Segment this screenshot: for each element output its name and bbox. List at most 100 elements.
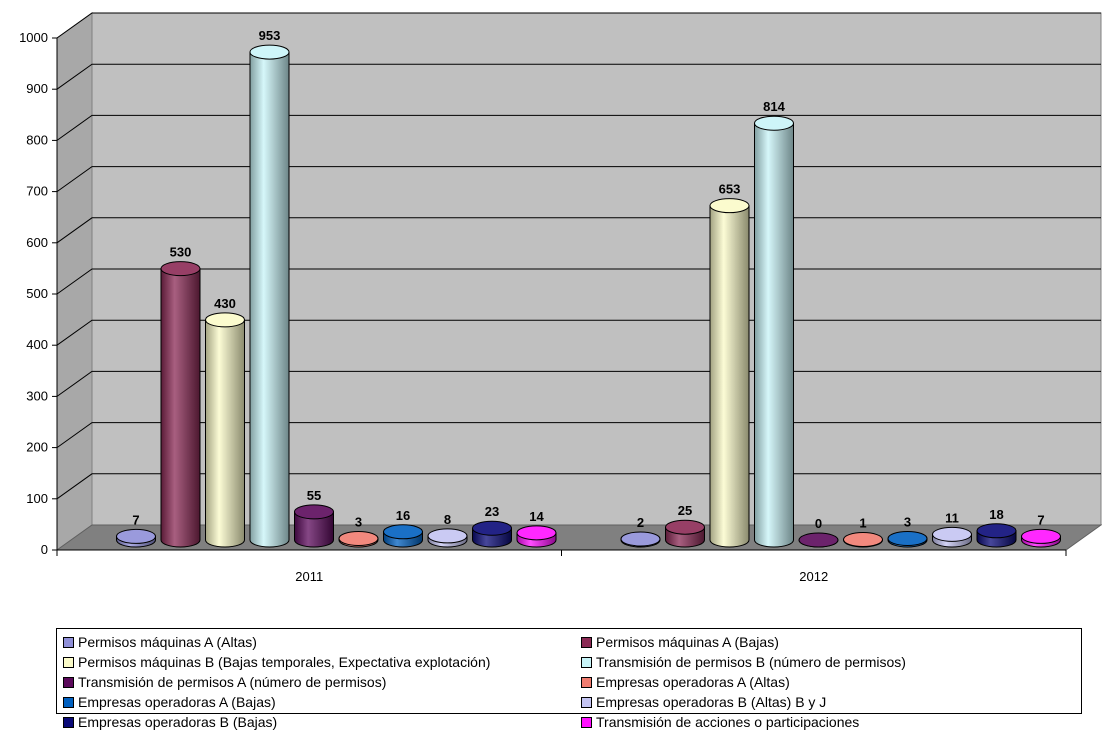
bar-top — [516, 525, 557, 541]
data-label: 23 — [485, 504, 499, 519]
bar-top — [665, 519, 705, 535]
y-tick-label: 900 — [26, 81, 48, 96]
bar-top — [932, 526, 972, 542]
bar-top — [294, 504, 334, 520]
bar-top — [1021, 528, 1061, 544]
bar — [754, 115, 794, 548]
legend-swatch — [63, 676, 74, 688]
y-tick-label: 300 — [26, 388, 48, 403]
y-tick-label: 1000 — [19, 30, 48, 45]
bar-top — [472, 520, 512, 536]
bar-top — [427, 528, 468, 544]
gridline — [56, 114, 1101, 141]
bar — [116, 528, 156, 548]
data-label: 7 — [1037, 512, 1044, 527]
x-category-label: 2012 — [799, 569, 828, 584]
bar — [976, 523, 1017, 548]
bar — [338, 530, 379, 548]
data-label: 0 — [815, 516, 822, 531]
legend-swatch — [63, 656, 74, 668]
legend-swatch — [581, 716, 592, 728]
bar — [383, 524, 423, 548]
data-label: 814 — [763, 99, 785, 114]
legend-swatch — [63, 636, 74, 648]
data-label: 653 — [719, 182, 741, 197]
bar-body — [294, 511, 334, 548]
bar-top — [249, 44, 290, 60]
bar-top — [205, 312, 245, 328]
legend-item: Empresas operadoras A (Altas) — [581, 672, 1081, 692]
bar-body — [709, 205, 750, 548]
bar-top — [709, 198, 750, 214]
legend-item: Transmisión de acciones o participacione… — [581, 712, 1081, 732]
legend-label: Empresas operadoras A (Altas) — [596, 674, 790, 690]
data-label: 11 — [945, 510, 959, 525]
bar-top — [338, 530, 379, 546]
legend-item: Empresas operadoras A (Bajas) — [63, 692, 581, 712]
data-label: 14 — [529, 509, 544, 524]
bar-top — [976, 523, 1017, 539]
legend-swatch — [63, 696, 74, 708]
bar-top — [620, 531, 661, 547]
legend-swatch — [581, 676, 592, 688]
legend-label: Transmisión de permisos B (número de per… — [596, 654, 906, 670]
bar-top — [754, 115, 794, 131]
legend-swatch — [581, 636, 592, 648]
data-label: 18 — [989, 507, 1003, 522]
bar-body — [249, 51, 290, 548]
legend-label: Empresas operadoras A (Bajas) — [78, 694, 276, 710]
bar — [843, 531, 883, 548]
legend-swatch — [581, 696, 592, 708]
legend-item: Permisos máquinas A (Bajas) — [581, 632, 1081, 652]
bar — [887, 530, 928, 548]
legend-label: Empresas operadoras B (Bajas) — [78, 714, 278, 730]
bar-top — [160, 261, 201, 277]
data-label: 3 — [904, 514, 911, 529]
y-tick-label: 500 — [26, 286, 48, 301]
bar-body — [205, 319, 245, 548]
bar-top — [116, 528, 156, 544]
bar — [516, 525, 557, 548]
y-tick-label: 600 — [26, 235, 48, 250]
data-label: 530 — [170, 245, 192, 260]
data-label: 55 — [307, 488, 321, 503]
legend-item: Permisos máquinas B (Bajas temporales, E… — [63, 652, 581, 672]
legend-label: Transmisión de acciones o participacione… — [596, 714, 860, 730]
legend-label: Permisos máquinas A (Altas) — [78, 634, 257, 650]
bar — [620, 531, 661, 548]
x-axis: 2011 2012 — [56, 549, 1067, 584]
legend-label: Transmisión de permisos A (número de per… — [78, 674, 387, 690]
bar-top — [798, 532, 839, 548]
legend-item: Permisos máquinas A (Altas) — [63, 632, 581, 652]
data-label: 3 — [355, 514, 362, 529]
y-tick-label: 700 — [26, 184, 48, 199]
bar — [205, 312, 245, 548]
y-tick-label: 100 — [26, 491, 48, 506]
legend-swatch — [581, 656, 592, 668]
y-tick-label: 400 — [26, 337, 48, 352]
data-label: 8 — [444, 512, 451, 527]
legend: Permisos máquinas A (Altas) Permisos máqu… — [56, 628, 1082, 730]
data-labels: 7 530 430 953 55 3 16 8 23 14 2 25 653 814 0 1 3 11 18 7 — [132, 28, 1044, 531]
y-tick-label: 800 — [26, 132, 48, 147]
legend-label: Permisos máquinas A (Bajas) — [596, 634, 779, 650]
data-label: 1 — [859, 515, 866, 530]
legend-item: Transmisión de permisos B (número de per… — [581, 652, 1081, 672]
bar — [294, 504, 334, 548]
legend-label: Permisos máquinas B (Bajas temporales, E… — [78, 654, 491, 670]
bar-top — [843, 531, 883, 547]
bar — [798, 532, 839, 548]
legend-item: Empresas operadoras B (Bajas) — [63, 712, 581, 732]
gridline — [56, 12, 1101, 39]
data-label: 25 — [678, 503, 692, 518]
data-label: 7 — [132, 512, 139, 527]
data-label: 953 — [259, 28, 281, 43]
y-tick-label: 0 — [41, 542, 48, 557]
bar — [160, 261, 201, 548]
bar — [932, 526, 972, 548]
bar-body — [754, 122, 794, 548]
bar — [249, 44, 290, 548]
bar — [665, 519, 705, 548]
bar — [427, 528, 468, 548]
